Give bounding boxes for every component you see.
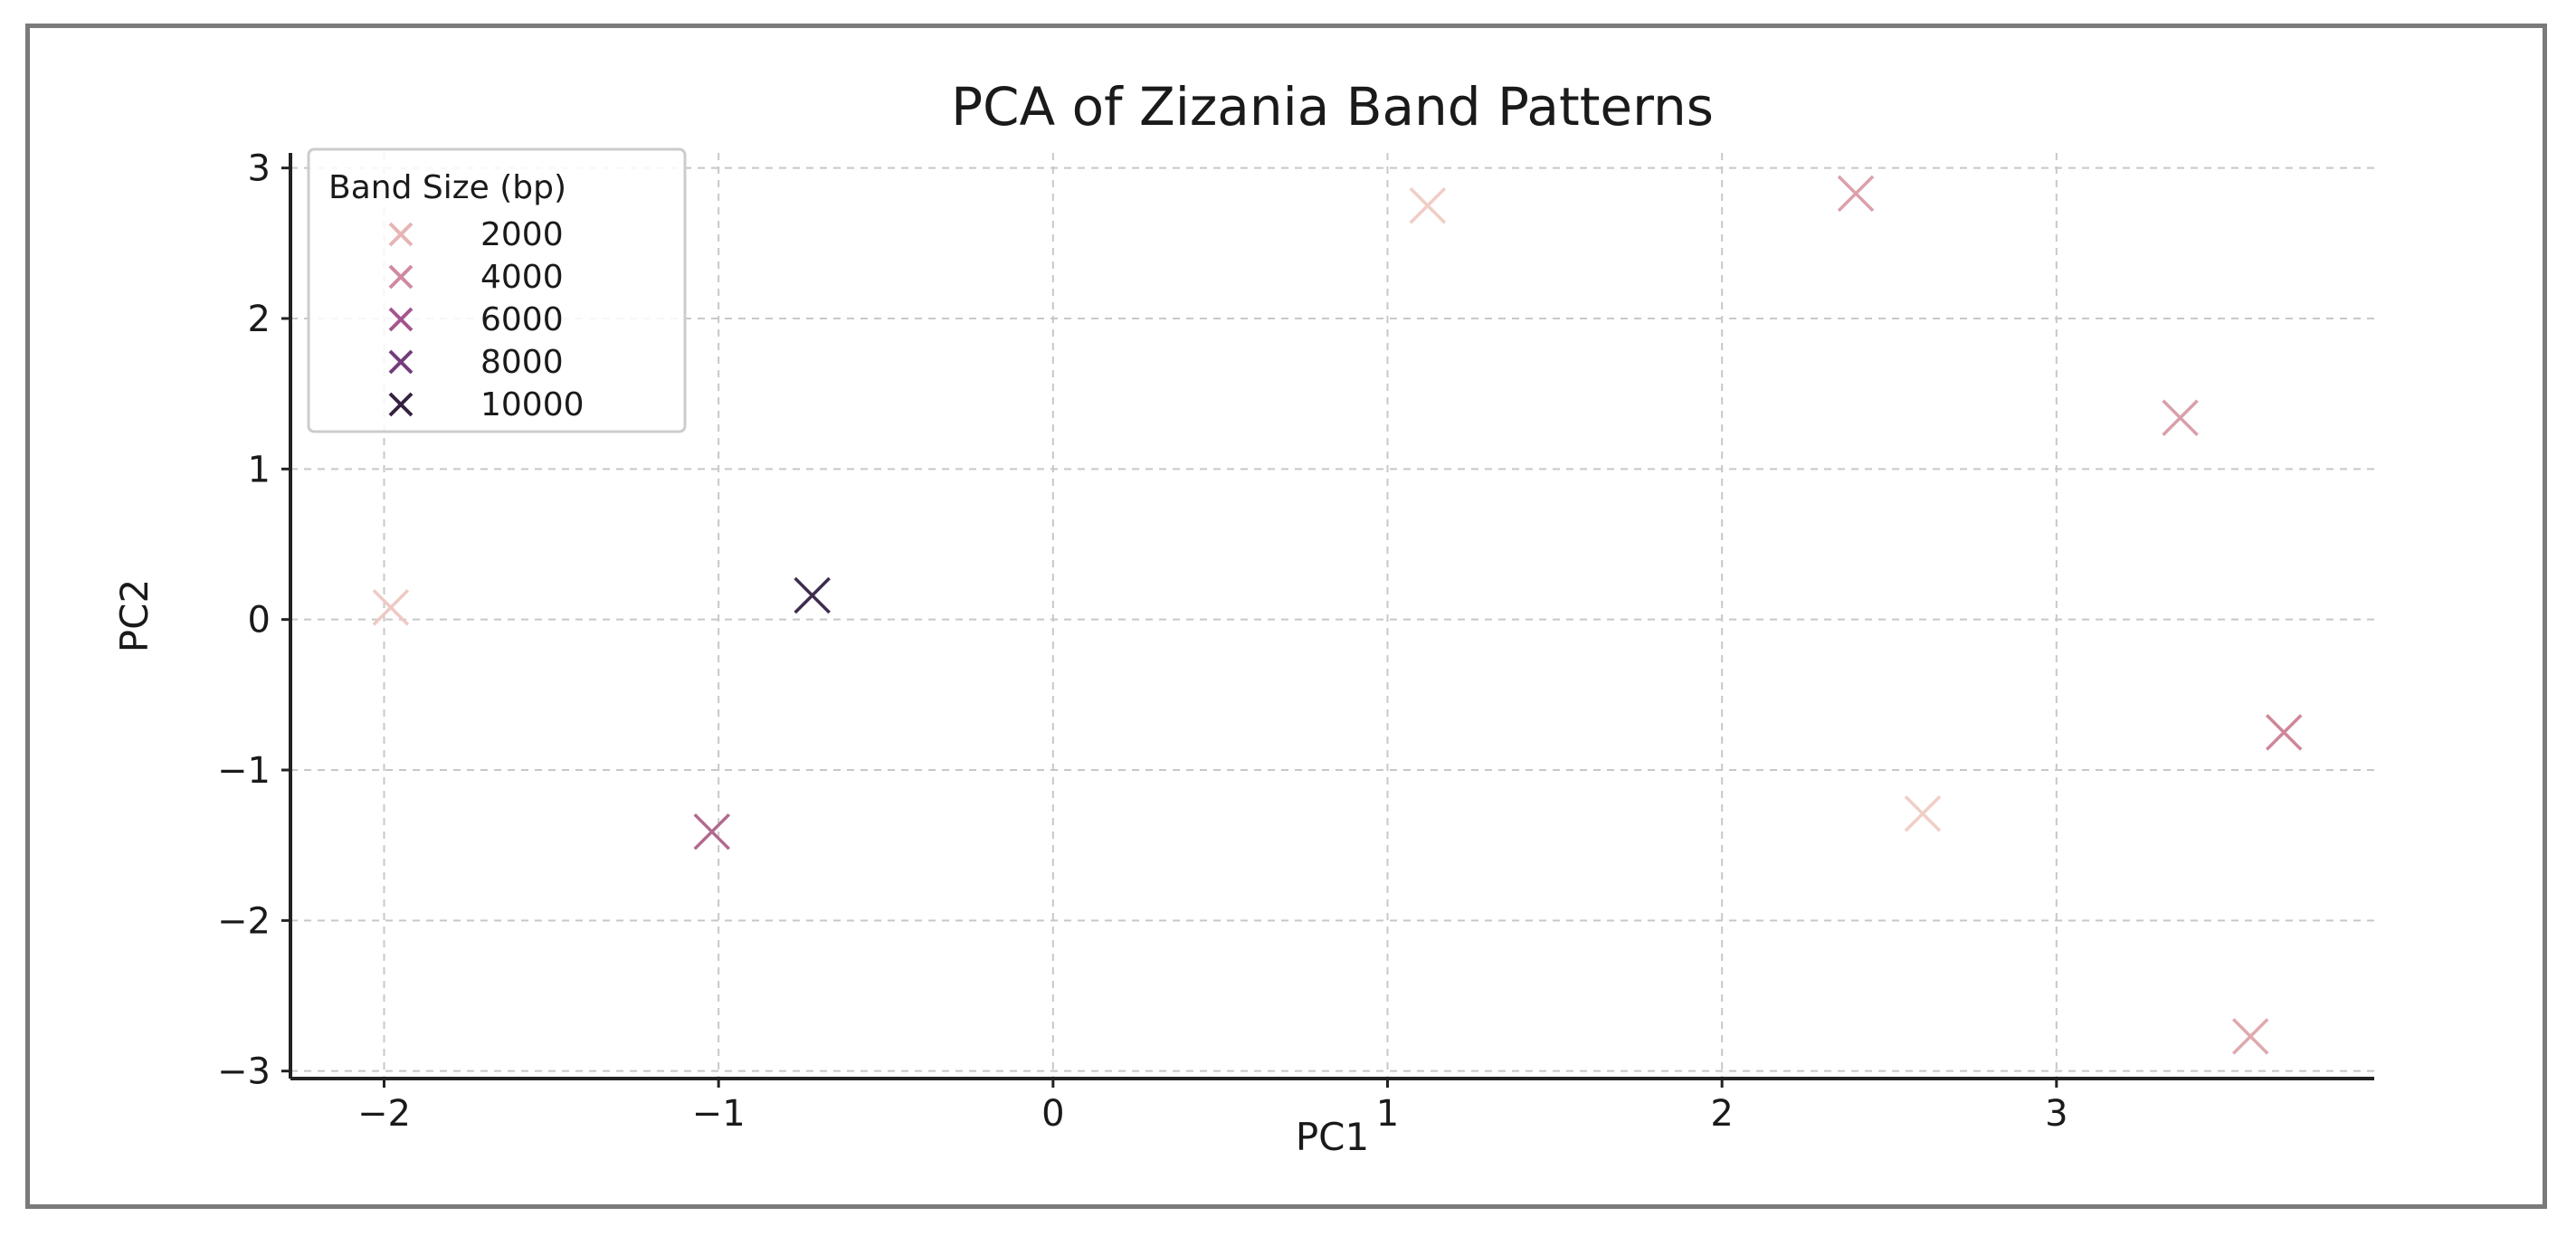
legend-entry: 4000 [388, 259, 564, 296]
legend-label: 8000 [480, 344, 564, 381]
legend-entry: 10000 [388, 386, 585, 423]
data-point [794, 576, 831, 614]
legend-marker [388, 264, 413, 290]
legend-entry: 2000 [388, 216, 564, 253]
data-point [372, 589, 410, 626]
data-point [693, 813, 731, 851]
data-point [1837, 175, 1875, 213]
legend-entry: 6000 [388, 301, 564, 338]
chart-frame: −2 −1 0 1 2 3 −3 −2 −1 0 1 2 3 PCA of Zizania Band P… [25, 24, 2547, 1209]
data-point-stroke [693, 813, 731, 851]
data-point-stroke [2231, 1018, 2269, 1055]
x-axis-label: PC1 [1296, 1115, 1369, 1159]
y-tick-label: −1 [217, 750, 271, 792]
x-tick-label: −1 [692, 1093, 746, 1135]
y-tick-label: 1 [248, 449, 271, 490]
tick-layer: −2 −1 0 1 2 3 −3 −2 −1 0 1 2 3 [217, 148, 2068, 1135]
legend-entry: 8000 [388, 344, 564, 381]
legend-entries: 2000 4000 6000 8000 10000 [388, 216, 585, 423]
x-tick-label: 0 [1041, 1093, 1064, 1135]
y-axis-label: PC2 [112, 579, 157, 652]
y-tick-label: 0 [248, 600, 271, 642]
x-tick-label: 3 [2045, 1093, 2067, 1135]
data-point-stroke [1409, 186, 1447, 224]
x-tick-label: −2 [357, 1093, 411, 1135]
data-point-stroke [372, 589, 410, 626]
legend-label: 6000 [480, 301, 564, 338]
legend-label: 2000 [480, 216, 564, 253]
y-tick-label: −2 [217, 900, 271, 942]
y-tick-label: −3 [217, 1051, 271, 1093]
x-tick-label: 2 [1710, 1093, 1733, 1135]
legend-marker [388, 392, 413, 417]
legend-marker [388, 307, 413, 332]
data-point-stroke [1837, 175, 1875, 213]
legend-title: Band Size (bp) [328, 169, 566, 206]
y-tick-label: 3 [248, 148, 271, 190]
data-point-stroke [794, 576, 831, 614]
legend-marker [388, 349, 413, 375]
scatter-chart: −2 −1 0 1 2 3 −3 −2 −1 0 1 2 3 PCA of Zizania Band P… [112, 76, 2374, 1159]
legend-label: 4000 [480, 259, 564, 296]
data-point-stroke [1904, 795, 1942, 832]
data-point-stroke [2265, 714, 2303, 751]
data-point-stroke [2162, 399, 2199, 436]
point-layer [372, 175, 2303, 1055]
axes-layer [289, 153, 2374, 1080]
data-point [2162, 399, 2199, 436]
legend: Band Size (bp) 2000 4000 6000 8000 10000 [307, 147, 687, 433]
y-tick-label: 2 [248, 299, 271, 340]
data-point [1904, 795, 1942, 832]
data-point [2231, 1018, 2269, 1055]
legend-marker [388, 222, 413, 247]
data-point [2265, 714, 2303, 751]
x-tick-label: 1 [1376, 1093, 1399, 1135]
data-point [1409, 186, 1447, 224]
chart-title: PCA of Zizania Band Patterns [951, 76, 1714, 138]
legend-label: 10000 [480, 386, 585, 423]
